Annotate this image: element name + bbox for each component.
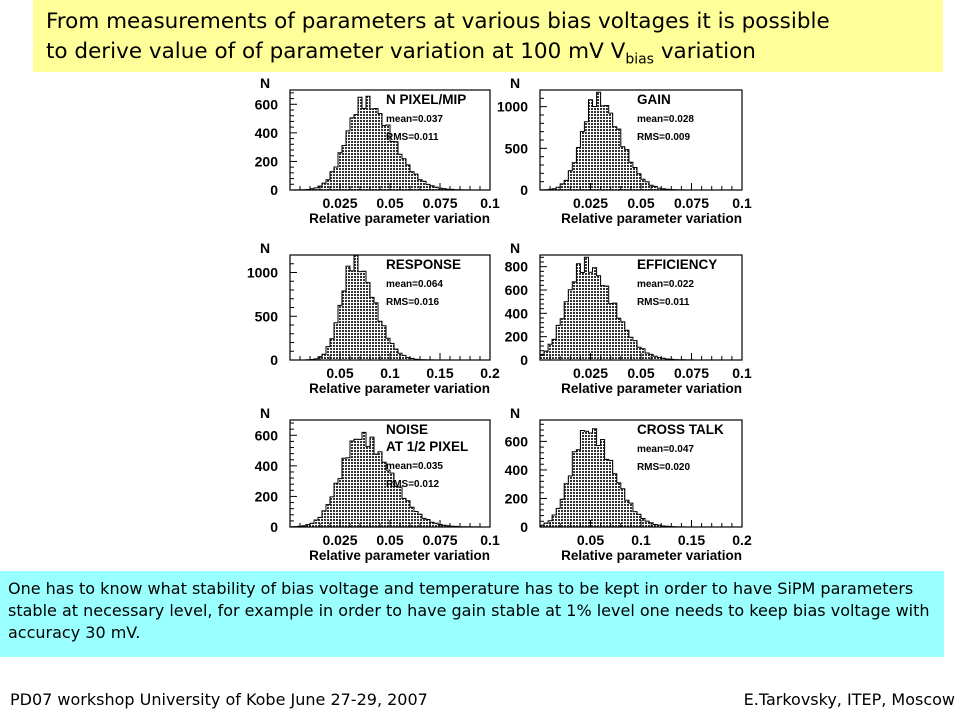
- x-tick-label: 0.05: [376, 195, 403, 211]
- x-tick-label: 0.15: [426, 365, 453, 381]
- histogram-4: 0 200 400 600 0.025 0.05 0.075 0.1 N Relative par…: [255, 405, 500, 563]
- panel-stat: RMS=0.012: [386, 479, 440, 490]
- y-tick-label: 0: [520, 182, 528, 198]
- panel-stat: RMS=0.011: [386, 132, 439, 143]
- panel-title: EFFICIENCY: [637, 257, 717, 272]
- panel-stat: mean=0.064: [386, 279, 443, 290]
- y-tick-label: 400: [255, 125, 279, 141]
- x-tick-label: 0.1: [480, 195, 500, 211]
- histogram-0: 0 200 400 600 0.025 0.05 0.075 0.1 N Relative par…: [255, 75, 500, 226]
- x-tick-label: 0.2: [480, 365, 500, 381]
- y-tick-label: 800: [505, 259, 529, 275]
- y-axis-label: N: [510, 240, 520, 256]
- panel-stat: RMS=0.011: [637, 297, 690, 308]
- histogram-5: 0 200 400 600 0.05 0.1 0.15 0.2 N Relative parame…: [505, 405, 752, 563]
- x-axis-label: Relative parameter variation: [309, 548, 490, 563]
- y-tick-label: 0: [270, 352, 278, 368]
- x-tick-label: 0.05: [376, 532, 403, 548]
- panel-title: N PIXEL/MIP: [386, 92, 466, 107]
- panel-title: NOISE: [386, 422, 428, 437]
- y-tick-label: 500: [505, 140, 529, 156]
- x-axis-label: Relative parameter variation: [309, 211, 490, 226]
- histogram-2: 0 500 1000 0.05 0.1 0.15 0.2 N Relative paramete…: [247, 240, 500, 396]
- y-tick-label: 200: [255, 153, 279, 169]
- x-tick-label: 0.025: [322, 195, 357, 211]
- histogram-bars: [539, 256, 742, 361]
- x-axis-label: Relative parameter variation: [561, 381, 742, 396]
- slide-title: From measurements of parameters at vario…: [33, 0, 943, 72]
- x-axis-label: Relative parameter variation: [561, 548, 742, 563]
- x-tick-label: 0.2: [732, 532, 752, 548]
- y-tick-label: 400: [255, 458, 279, 474]
- y-tick-label: 500: [255, 308, 279, 324]
- y-axis-label: N: [260, 405, 270, 421]
- panel-stat: RMS=0.016: [386, 297, 440, 308]
- panel-title-2: AT 1/2 PIXEL: [386, 439, 468, 454]
- y-axis-label: N: [510, 405, 520, 421]
- y-tick-label: 600: [505, 282, 529, 298]
- y-tick-label: 1000: [247, 265, 278, 281]
- footer-author: E.Tarkovsky, ITEP, Moscow: [743, 690, 955, 709]
- x-tick-label: 0.05: [326, 365, 353, 381]
- y-axis-label: N: [260, 240, 270, 256]
- histogram-bars: [290, 95, 490, 191]
- histogram-1: 0 500 1000 0.025 0.05 0.075 0.1 N Relative param…: [497, 75, 752, 226]
- x-tick-label: 0.075: [422, 532, 457, 548]
- title-line-1: From measurements of parameters at vario…: [46, 9, 830, 34]
- x-tick-label: 0.025: [322, 532, 357, 548]
- y-tick-label: 0: [270, 182, 278, 198]
- panel-title: RESPONSE: [386, 257, 461, 272]
- y-tick-label: 400: [505, 462, 529, 478]
- histogram-3: 0 200 400 600 800 0.025 0.05 0.075 0.1 N Relative …: [505, 240, 752, 396]
- y-tick-label: 600: [505, 433, 529, 449]
- y-tick-label: 200: [505, 329, 529, 345]
- x-tick-label: 0.075: [674, 195, 709, 211]
- x-tick-label: 0.1: [732, 365, 752, 381]
- panel-stat: RMS=0.020: [637, 462, 691, 473]
- panel-stat: mean=0.022: [637, 279, 694, 290]
- y-tick-label: 600: [255, 427, 279, 443]
- panel-stat: mean=0.028: [637, 114, 694, 125]
- x-tick-label: 0.1: [380, 365, 400, 381]
- y-tick-label: 0: [520, 519, 528, 535]
- x-axis-label: Relative parameter variation: [561, 211, 742, 226]
- x-tick-label: 0.05: [627, 365, 654, 381]
- panel-stat: mean=0.047: [637, 444, 694, 455]
- panel-title: CROSS TALK: [637, 422, 724, 437]
- footer-workshop: PD07 workshop University of Kobe June 27…: [10, 690, 428, 709]
- panel-title: GAIN: [637, 92, 671, 107]
- y-tick-label: 0: [270, 519, 278, 535]
- x-tick-label: 0.1: [480, 532, 500, 548]
- panel-stat: mean=0.037: [386, 114, 443, 125]
- x-tick-label: 0.05: [627, 195, 654, 211]
- x-tick-label: 0.1: [631, 532, 651, 548]
- stability-note: One has to know what stability of bias v…: [0, 571, 944, 657]
- x-axis-label: Relative parameter variation: [309, 381, 490, 396]
- y-tick-label: 200: [255, 488, 279, 504]
- x-tick-label: 0.025: [573, 365, 608, 381]
- panel-stat: RMS=0.009: [637, 132, 691, 143]
- x-tick-label: 0.075: [674, 365, 709, 381]
- x-tick-label: 0.025: [573, 195, 608, 211]
- x-tick-label: 0.15: [678, 532, 705, 548]
- panel-stat: mean=0.035: [386, 461, 443, 472]
- x-tick-label: 0.075: [422, 195, 457, 211]
- y-tick-label: 400: [505, 305, 529, 321]
- y-axis-label: N: [260, 75, 270, 91]
- x-tick-label: 0.1: [732, 195, 752, 211]
- title-line-2: to derive value of of parameter variatio…: [46, 39, 756, 68]
- y-tick-label: 1000: [497, 99, 528, 115]
- y-axis-label: N: [510, 75, 520, 91]
- x-tick-label: 0.05: [577, 532, 604, 548]
- y-tick-label: 0: [520, 352, 528, 368]
- y-tick-label: 200: [505, 490, 529, 506]
- y-tick-label: 600: [255, 96, 279, 112]
